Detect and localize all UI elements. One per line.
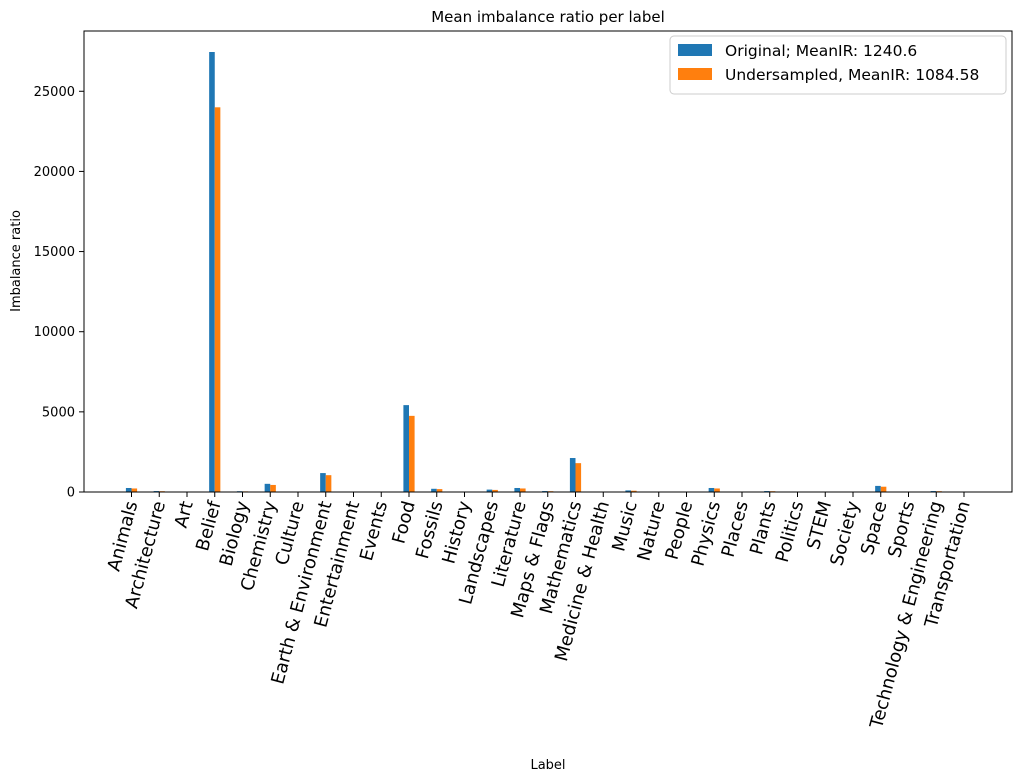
bar-series-2-21 — [714, 488, 720, 492]
x-tick-label: Art — [171, 499, 198, 530]
bar-series-1-14 — [514, 487, 520, 492]
bar-series-1-0 — [125, 487, 132, 492]
chart-title: Mean imbalance ratio per label — [431, 8, 665, 26]
bar-series-2-3 — [214, 107, 221, 493]
bar-series-1-7 — [320, 473, 326, 492]
bar-series-1-21 — [708, 487, 715, 492]
bar-series-2-14 — [520, 488, 526, 492]
bar-series-2-11 — [436, 489, 443, 492]
bar-series-2-7 — [325, 475, 332, 492]
plot-frame — [83, 30, 1013, 493]
y-axis-label: Imbalance ratio — [9, 210, 24, 312]
bar-series-1-3 — [209, 52, 215, 492]
y-tick-label: 0 — [67, 486, 75, 501]
bars-layer — [125, 52, 970, 493]
bar-series-2-5 — [270, 484, 276, 492]
bar-series-1-10 — [403, 405, 409, 492]
bar-series-1-27 — [875, 485, 881, 492]
legend: Original; MeanIR: 1240.6 Undersampled, Me… — [669, 35, 1007, 95]
bar-series-1-5 — [264, 483, 271, 492]
bar-series-2-0 — [131, 488, 138, 492]
y-tick-label: 5000 — [42, 405, 75, 420]
bar-series-1-16 — [569, 458, 576, 492]
legend-swatch — [678, 44, 712, 56]
bar-series-2-13 — [492, 489, 498, 492]
bar-series-1-11 — [431, 488, 437, 492]
legend-frame — [669, 35, 1007, 95]
y-tick-label: 25000 — [34, 85, 75, 100]
bar-series-2-10 — [409, 415, 415, 492]
bar-series-1-13 — [486, 489, 493, 492]
legend-swatch — [678, 68, 712, 80]
y-axis: 0 5000 10000 15000 20000 25000 — [34, 85, 84, 501]
x-axis-label: Label — [530, 758, 565, 773]
bar-series-2-18 — [631, 490, 637, 492]
bar-series-2-27 — [880, 486, 887, 492]
y-tick-label: 20000 — [34, 165, 75, 180]
x-tick-label: Food — [388, 499, 419, 546]
legend-label: Undersampled, MeanIR: 1084.58 — [725, 66, 979, 84]
bar-series-2-16 — [575, 463, 582, 492]
y-tick-label: 10000 — [34, 325, 75, 340]
y-tick-label: 15000 — [34, 245, 75, 260]
bar-series-1-18 — [625, 490, 631, 492]
legend-label: Original; MeanIR: 1240.6 — [725, 42, 917, 60]
